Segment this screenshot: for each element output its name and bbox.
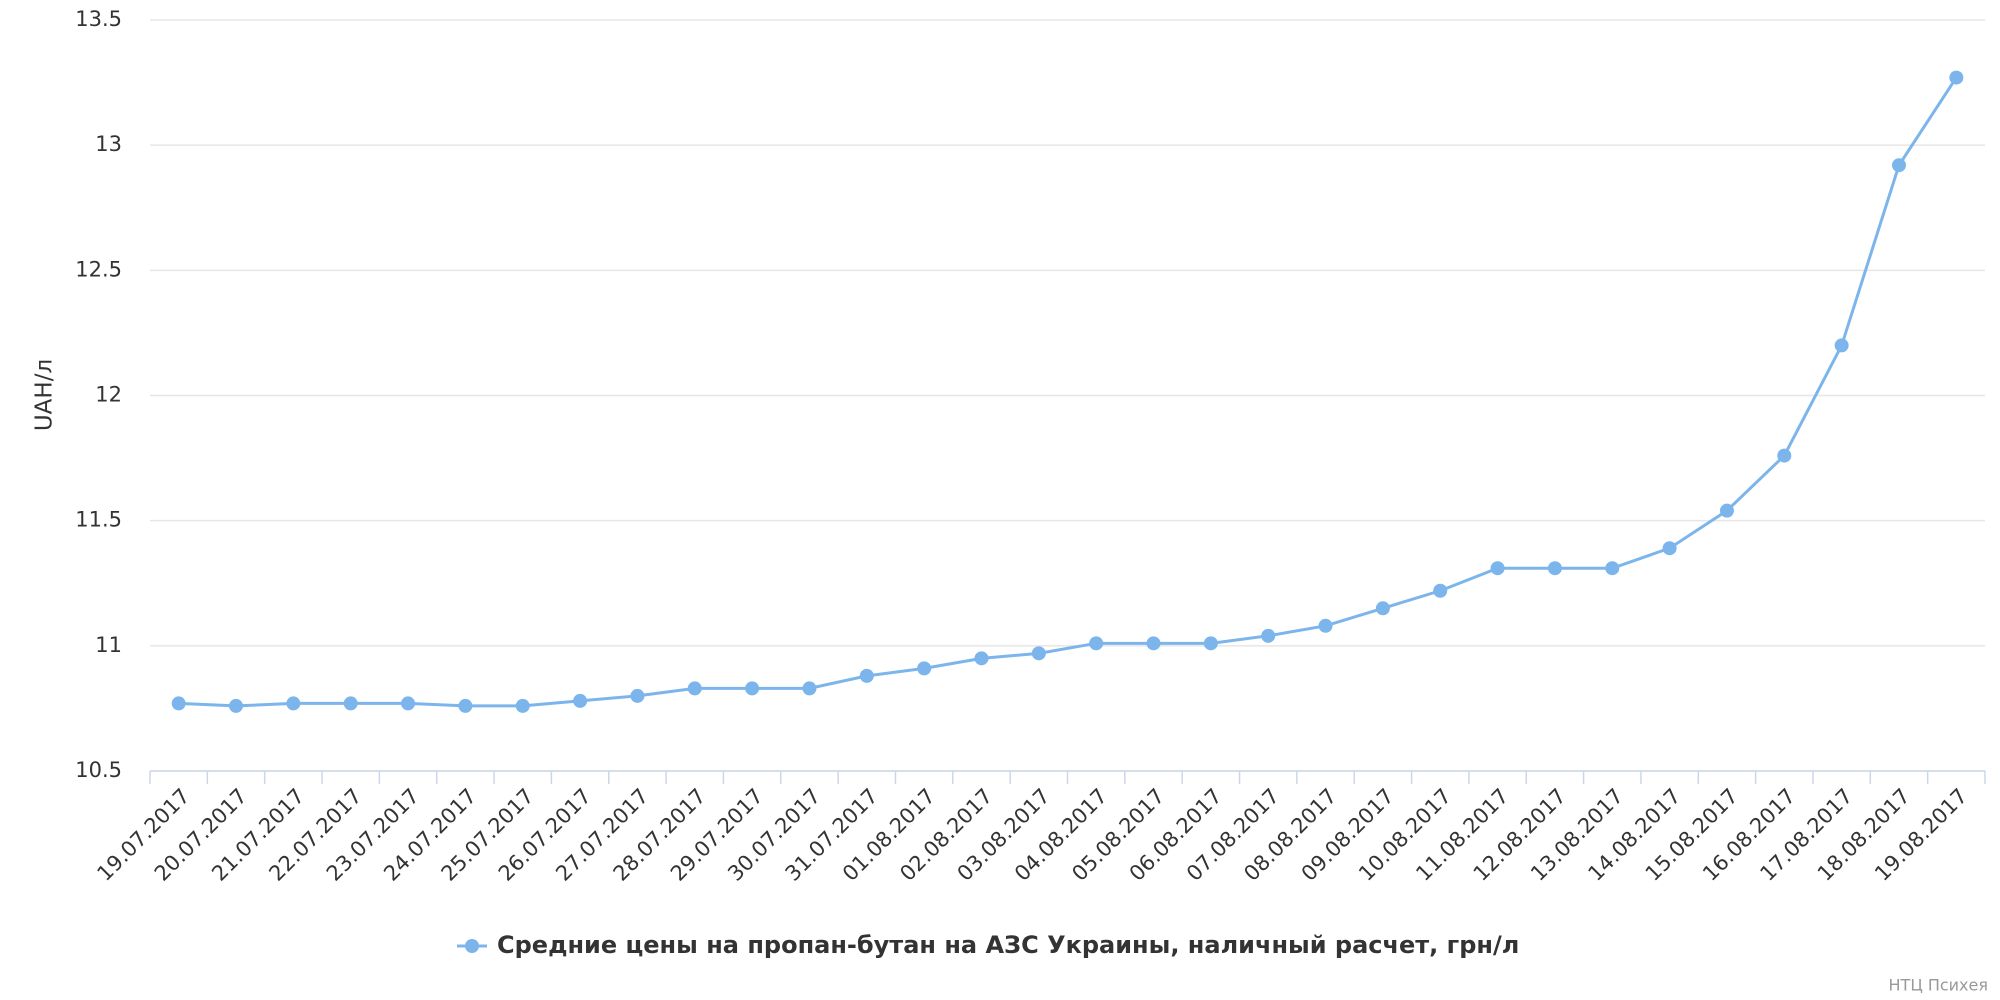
y-tick-label: 12.5 xyxy=(75,257,122,281)
y-tick-label: 13.5 xyxy=(75,7,122,31)
point xyxy=(1834,338,1849,353)
point xyxy=(687,681,702,696)
legend-marker xyxy=(465,939,479,953)
point xyxy=(401,696,416,711)
point xyxy=(1891,158,1906,173)
point xyxy=(1146,636,1161,651)
point xyxy=(630,688,645,703)
y-tick-label: 10.5 xyxy=(75,758,122,782)
point xyxy=(1662,541,1677,556)
point xyxy=(1949,70,1964,85)
point xyxy=(1719,503,1734,518)
y-tick-label: 12 xyxy=(95,383,122,407)
point xyxy=(1547,561,1562,576)
line xyxy=(178,76,1958,708)
point xyxy=(1605,561,1620,576)
y-tick-label: 11.5 xyxy=(75,508,122,532)
point xyxy=(515,698,530,713)
point xyxy=(1490,561,1505,576)
point xyxy=(573,693,588,708)
point xyxy=(974,651,989,666)
point xyxy=(1777,448,1792,463)
point xyxy=(343,696,358,711)
point xyxy=(745,681,760,696)
point xyxy=(1375,601,1390,616)
y-axis-title: UAH/л xyxy=(32,359,58,431)
point xyxy=(1031,646,1046,661)
y-tick-label: 11 xyxy=(95,633,122,657)
y-tick-label: 13 xyxy=(95,132,122,156)
point xyxy=(802,681,817,696)
point xyxy=(171,696,186,711)
point xyxy=(1089,636,1104,651)
legend-label[interactable]: Средние цены на пропан-бутан на АЗС Укра… xyxy=(497,931,1519,959)
point xyxy=(458,698,473,713)
point xyxy=(1433,583,1448,598)
point xyxy=(286,696,301,711)
credit: НТЦ Психея xyxy=(1889,976,1988,995)
point xyxy=(859,668,874,683)
point xyxy=(1318,618,1333,633)
point xyxy=(1261,628,1276,643)
point xyxy=(229,698,244,713)
point xyxy=(1203,636,1218,651)
point xyxy=(917,661,932,676)
